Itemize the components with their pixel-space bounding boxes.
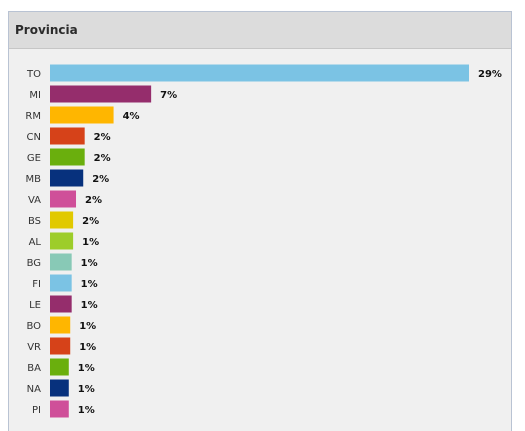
bar-mb[interactable]	[50, 169, 84, 187]
bar-rm[interactable]	[50, 106, 114, 124]
bar-al[interactable]	[50, 232, 74, 250]
data-label-bg: 1%	[81, 258, 98, 269]
category-label-na: NA	[27, 384, 41, 395]
category-label-ge: GE	[27, 153, 41, 164]
bar-va[interactable]	[50, 190, 77, 208]
data-label-bo: 1%	[79, 321, 96, 332]
panel-header: Provincia	[9, 12, 511, 49]
data-label-fi: 1%	[81, 279, 98, 290]
category-label-bs: BS	[28, 216, 41, 227]
data-label-rm: 4%	[123, 111, 140, 122]
bar-cn[interactable]	[50, 127, 85, 145]
category-label-cn: CN	[27, 132, 41, 143]
data-label-al: 1%	[82, 237, 99, 248]
category-label-bg: BG	[27, 258, 41, 269]
data-label-vr: 1%	[79, 342, 96, 353]
data-label-ba: 1%	[78, 363, 95, 374]
data-label-ge: 2%	[94, 153, 111, 164]
provincia-bar-chart: TO 29% MI 7% RM 4% CN 2% GE 2% MB 2% VA 2% BS 2% AL 1% BG 1…	[25, 64, 502, 418]
category-label-bo: BO	[26, 321, 41, 332]
category-label-pi: PI	[32, 405, 41, 416]
bar-bg[interactable]	[50, 253, 72, 271]
bar-na[interactable]	[50, 379, 69, 397]
bar-bo[interactable]	[50, 316, 71, 334]
data-label-mi: 7%	[160, 90, 177, 101]
category-label-to: TO	[26, 69, 41, 80]
bar-vr[interactable]	[50, 337, 71, 355]
bar-to[interactable]	[50, 64, 469, 82]
panel-title: Provincia	[15, 23, 78, 37]
data-label-to: 29%	[478, 69, 502, 80]
bar-le[interactable]	[50, 295, 72, 313]
category-label-rm: RM	[25, 111, 41, 122]
category-label-al: AL	[29, 237, 42, 248]
bar-ge[interactable]	[50, 148, 85, 166]
data-label-va: 2%	[85, 195, 102, 206]
bar-pi[interactable]	[50, 400, 69, 418]
bar-bs[interactable]	[50, 211, 74, 229]
data-label-na: 1%	[78, 384, 95, 395]
data-label-mb: 2%	[92, 174, 109, 185]
category-label-va: VA	[28, 195, 41, 206]
category-label-le: LE	[29, 300, 41, 311]
data-label-bs: 2%	[82, 216, 99, 227]
data-label-pi: 1%	[78, 405, 95, 416]
bar-fi[interactable]	[50, 274, 72, 292]
bar-mi[interactable]	[50, 85, 152, 103]
data-label-le: 1%	[81, 300, 98, 311]
bar-ba[interactable]	[50, 358, 69, 376]
category-label-mb: MB	[26, 174, 42, 185]
data-label-cn: 2%	[94, 132, 111, 143]
category-label-mi: MI	[29, 90, 41, 101]
category-label-vr: VR	[27, 342, 41, 353]
category-label-ba: BA	[27, 363, 41, 374]
category-label-fi: FI	[32, 279, 41, 290]
